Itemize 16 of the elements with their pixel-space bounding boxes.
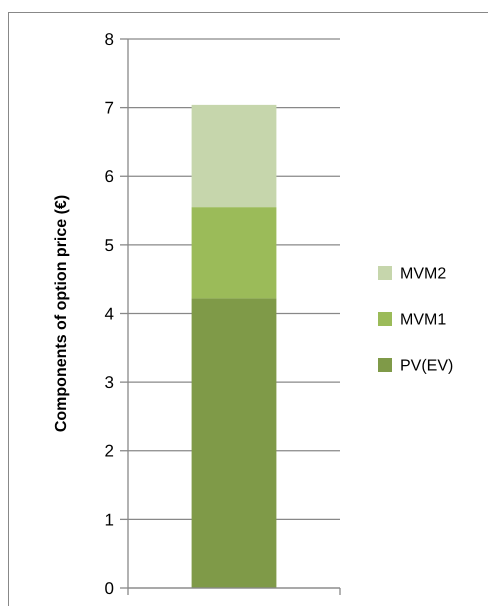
- y-tick-label: 2: [104, 442, 114, 461]
- y-tick-label: 1: [104, 510, 114, 530]
- legend-label: PV(EV): [400, 358, 454, 375]
- y-tick-label: 8: [104, 30, 114, 49]
- y-tick-label: 3: [104, 373, 114, 392]
- y-tick-label: 6: [104, 167, 114, 186]
- y-axis-title: Components of option price (€): [53, 194, 70, 432]
- bar: [192, 298, 276, 588]
- bar: [192, 104, 276, 208]
- legend-label: MVM1: [400, 312, 446, 329]
- y-tick-label: 5: [104, 236, 114, 255]
- legend-label: MVM2: [400, 266, 446, 283]
- y-tick-label: 7: [104, 98, 114, 118]
- bar: [192, 207, 276, 298]
- y-tick-label: 0: [104, 578, 114, 598]
- y-tick-label: 4: [104, 304, 114, 324]
